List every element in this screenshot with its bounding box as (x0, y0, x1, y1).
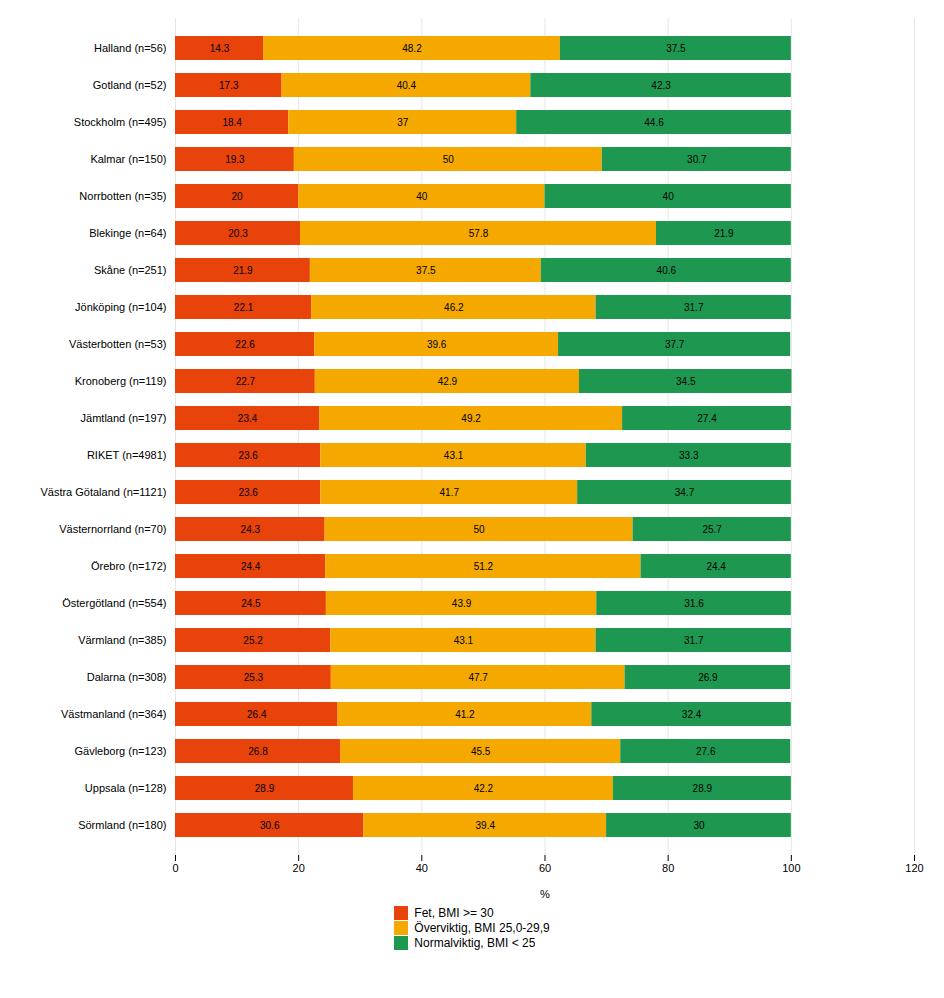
svg-text:18.4: 18.4 (222, 117, 242, 128)
svg-text:46.2: 46.2 (444, 302, 464, 313)
svg-text:14.3: 14.3 (210, 43, 230, 54)
svg-text:%: % (540, 888, 550, 900)
svg-text:30.6: 30.6 (260, 820, 280, 831)
svg-text:43.1: 43.1 (444, 450, 464, 461)
svg-text:24.3: 24.3 (241, 524, 261, 535)
svg-text:34.5: 34.5 (676, 376, 696, 387)
svg-text:26.9: 26.9 (698, 672, 718, 683)
svg-text:44.6: 44.6 (644, 117, 664, 128)
svg-text:Västernorrland (n=70): Västernorrland (n=70) (59, 523, 166, 535)
svg-text:34.7: 34.7 (675, 487, 695, 498)
svg-text:80: 80 (662, 862, 674, 874)
svg-text:40: 40 (416, 862, 428, 874)
html-text:Normalviktig, BMI < 25: Normalviktig, BMI < 25 (414, 936, 536, 950)
svg-text:Jönköping (n=104): Jönköping (n=104) (75, 301, 166, 313)
html-text:Överviktig, BMI 25,0-29,9: Överviktig, BMI 25,0-29,9 (414, 921, 550, 935)
svg-text:24.5: 24.5 (241, 598, 261, 609)
svg-text:19.3: 19.3 (225, 154, 245, 165)
svg-text:40.4: 40.4 (397, 80, 417, 91)
svg-text:25.2: 25.2 (243, 635, 263, 646)
svg-text:Stockholm (n=495): Stockholm (n=495) (74, 116, 167, 128)
svg-text:Värmland (n=385): Värmland (n=385) (78, 634, 166, 646)
svg-text:Kalmar (n=150): Kalmar (n=150) (90, 153, 166, 165)
svg-text:Uppsala (n=128): Uppsala (n=128) (85, 782, 167, 794)
svg-text:51.2: 51.2 (474, 561, 494, 572)
svg-text:37: 37 (397, 117, 409, 128)
svg-text:50: 50 (474, 524, 486, 535)
svg-text:43.1: 43.1 (454, 635, 474, 646)
svg-text:Jämtland (n=197): Jämtland (n=197) (81, 412, 167, 424)
svg-text:30: 30 (693, 820, 705, 831)
svg-text:23.6: 23.6 (238, 487, 258, 498)
svg-text:Halland (n=56): Halland (n=56) (94, 42, 166, 54)
svg-text:50: 50 (443, 154, 455, 165)
svg-text:Västra Götaland (n=1121): Västra Götaland (n=1121) (40, 486, 166, 498)
svg-text:17.3: 17.3 (219, 80, 239, 91)
svg-text:21.9: 21.9 (233, 265, 253, 276)
svg-text:Sörmland (n=180): Sörmland (n=180) (78, 819, 166, 831)
svg-text:26.4: 26.4 (247, 709, 267, 720)
svg-text:22.6: 22.6 (235, 339, 255, 350)
svg-text:39.6: 39.6 (427, 339, 447, 350)
svg-text:60: 60 (539, 862, 551, 874)
svg-text:28.9: 28.9 (693, 783, 713, 794)
svg-text:42.2: 42.2 (474, 783, 494, 794)
svg-text:47.7: 47.7 (468, 672, 488, 683)
svg-text:40: 40 (416, 191, 428, 202)
svg-text:Gotland (n=52): Gotland (n=52) (93, 79, 167, 91)
svg-text:Gävleborg (n=123): Gävleborg (n=123) (74, 745, 166, 757)
svg-text:120: 120 (905, 862, 923, 874)
svg-text:20: 20 (293, 862, 305, 874)
svg-text:Östergötland (n=554): Östergötland (n=554) (62, 597, 166, 609)
svg-text:Västmanland (n=364): Västmanland (n=364) (61, 708, 166, 720)
svg-text:27.4: 27.4 (697, 413, 717, 424)
svg-text:23.4: 23.4 (238, 413, 258, 424)
svg-text:Blekinge (n=64): Blekinge (n=64) (89, 227, 166, 239)
svg-text:30.7: 30.7 (687, 154, 707, 165)
svg-text:28.9: 28.9 (255, 783, 275, 794)
svg-text:23.6: 23.6 (238, 450, 258, 461)
svg-text:33.3: 33.3 (679, 450, 699, 461)
svg-text:27.6: 27.6 (696, 746, 716, 757)
svg-text:45.5: 45.5 (471, 746, 491, 757)
svg-text:40.6: 40.6 (657, 265, 677, 276)
svg-text:37.5: 37.5 (666, 43, 686, 54)
svg-text:20: 20 (232, 191, 244, 202)
svg-text:Norrbotten (n=35): Norrbotten (n=35) (79, 190, 166, 202)
svg-text:37.7: 37.7 (665, 339, 685, 350)
svg-text:41.2: 41.2 (455, 709, 475, 720)
svg-text:24.4: 24.4 (241, 561, 261, 572)
svg-text:31.6: 31.6 (684, 598, 704, 609)
svg-text:22.1: 22.1 (234, 302, 254, 313)
svg-text:Örebro (n=172): Örebro (n=172) (91, 560, 167, 572)
svg-text:31.7: 31.7 (684, 635, 704, 646)
svg-text:32.4: 32.4 (682, 709, 702, 720)
svg-text:40: 40 (663, 191, 675, 202)
html-text:Fet, BMI >= 30: Fet, BMI >= 30 (414, 906, 494, 920)
svg-text:25.7: 25.7 (702, 524, 722, 535)
svg-text:42.9: 42.9 (438, 376, 458, 387)
svg-text:22.7: 22.7 (236, 376, 256, 387)
svg-text:0: 0 (172, 862, 178, 874)
svg-text:24.4: 24.4 (706, 561, 726, 572)
svg-text:25.3: 25.3 (244, 672, 264, 683)
svg-text:Skåne (n=251): Skåne (n=251) (94, 264, 166, 276)
svg-text:Västerbotten (n=53): Västerbotten (n=53) (69, 338, 167, 350)
svg-text:21.9: 21.9 (714, 228, 734, 239)
svg-text:57.8: 57.8 (469, 228, 489, 239)
svg-text:Kronoberg (n=119): Kronoberg (n=119) (75, 375, 167, 387)
svg-text:20.3: 20.3 (228, 228, 248, 239)
svg-text:39.4: 39.4 (476, 820, 496, 831)
svg-text:37.5: 37.5 (416, 265, 436, 276)
svg-text:Dalarna (n=308): Dalarna (n=308) (87, 671, 167, 683)
svg-text:41.7: 41.7 (440, 487, 460, 498)
svg-text:49.2: 49.2 (461, 413, 481, 424)
svg-text:48.2: 48.2 (402, 43, 422, 54)
svg-text:26.8: 26.8 (248, 746, 268, 757)
svg-text:100: 100 (782, 862, 800, 874)
svg-text:31.7: 31.7 (684, 302, 704, 313)
svg-text:43.9: 43.9 (452, 598, 472, 609)
svg-text:RIKET (n=4981): RIKET (n=4981) (87, 449, 167, 461)
svg-text:42.3: 42.3 (651, 80, 671, 91)
